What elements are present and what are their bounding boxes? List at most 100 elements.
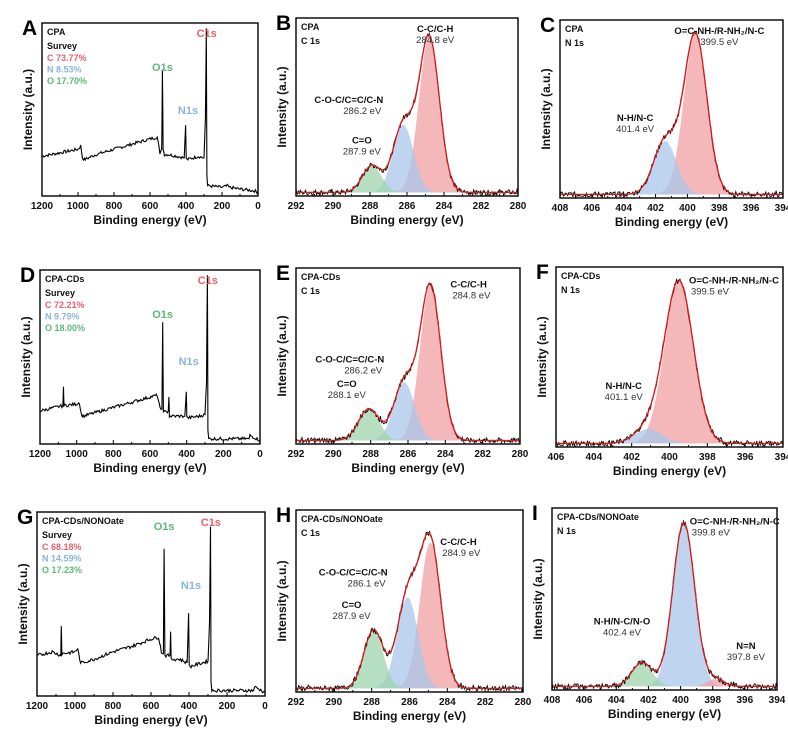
component-energy-2: 397.8 eV — [727, 652, 766, 663]
x-tick-label: 800 — [106, 201, 123, 212]
region-label: C 1s — [301, 36, 320, 46]
component-name-1: N-H/N-C/N-O — [594, 617, 650, 628]
x-tick-label: 402 — [647, 203, 664, 214]
x-tick-label: 398 — [711, 203, 728, 214]
component-energy-0: 284.9 eV — [442, 548, 481, 559]
x-tick-label: 408 — [552, 203, 569, 214]
plot-area — [296, 31, 518, 196]
x-tick-label: 400 — [181, 701, 198, 712]
x-axis-title: Binding energy (eV) — [351, 461, 464, 475]
component-name-0: O=C-NH-/R-NH₂/N-C — [689, 275, 779, 286]
x-tick-label: 284 — [439, 697, 456, 708]
composition-n: N 8.53% — [47, 65, 82, 75]
x-axis-title: Binding energy (eV) — [93, 461, 206, 475]
component-energy-0: 399.5 eV — [700, 37, 739, 48]
x-tick-label: 400 — [178, 201, 195, 212]
sample-label: CPA-CDs — [45, 274, 84, 284]
plot-area — [560, 30, 783, 198]
component-name-0: C-C/C-H — [417, 24, 454, 35]
x-tick-label: 0 — [255, 201, 261, 212]
panel-letter: F — [536, 261, 549, 284]
component-1 — [556, 429, 783, 444]
component-energy-0: 399.8 eV — [692, 528, 731, 539]
composition-o: O 17.70% — [47, 76, 87, 86]
x-tick-label: 280 — [510, 201, 527, 212]
component-name-0: C-C/C-H — [450, 280, 487, 291]
y-axis-title: Intensity (a.u.) — [531, 558, 545, 639]
x-tick-label: 398 — [699, 452, 716, 463]
composition-n: N 14.59% — [42, 554, 82, 564]
x-tick-label: 284 — [437, 449, 454, 460]
x-tick-label: 0 — [257, 449, 263, 460]
x-tick-label: 396 — [737, 452, 754, 463]
component-name-2: C=O — [342, 600, 362, 611]
plot-area — [552, 520, 777, 690]
plot-area — [296, 531, 523, 692]
component-1 — [296, 124, 518, 193]
panel-letter: H — [276, 504, 291, 527]
y-axis-title: Intensity (a.u.) — [21, 69, 35, 150]
plot-area — [556, 277, 783, 447]
plot-area — [42, 28, 258, 195]
x-tick-label: 282 — [474, 449, 491, 460]
region-label: N 1s — [565, 38, 584, 48]
x-tick-label: 200 — [219, 701, 236, 712]
component-energy-1: 402.4 eV — [603, 628, 642, 639]
x-tick-label: 396 — [737, 695, 754, 706]
component-name-1: C-O-C/C=C/C-N — [319, 567, 388, 578]
component-energy-1: 286.1 eV — [348, 578, 387, 589]
panel-G: C1s O1s N1s C 68.18% N 14.59%O 17.23% CPA-CDs… — [16, 506, 268, 727]
x-tick-label: 1200 — [26, 701, 49, 712]
region-label: C 1s — [301, 528, 320, 538]
x-tick-label: 288 — [363, 697, 380, 708]
composition-c: C 73.77% — [47, 53, 87, 63]
x-axis-title: Binding energy (eV) — [353, 709, 466, 723]
component-energy-1: 286.2 eV — [344, 365, 383, 376]
panel-letter: A — [22, 17, 37, 40]
y-axis-title: Intensity (a.u.) — [16, 563, 30, 644]
x-tick-label: 408 — [544, 695, 561, 706]
region-label: N 1s — [561, 285, 580, 295]
panel-letter: G — [17, 506, 33, 529]
x-tick-label: 800 — [105, 449, 122, 460]
component-name-0: C-C/C-H — [440, 537, 477, 548]
x-tick-label: 394 — [769, 695, 786, 706]
x-tick-label: 402 — [623, 452, 640, 463]
x-tick-label: 200 — [214, 201, 231, 212]
plot-area — [40, 275, 260, 442]
x-tick-label: 396 — [743, 203, 760, 214]
fit-envelope-line — [560, 31, 783, 196]
component-energy-1: 286.2 eV — [343, 106, 382, 117]
x-tick-label: 286 — [400, 449, 417, 460]
x-tick-label: 404 — [608, 695, 625, 706]
x-tick-label: 280 — [515, 697, 532, 708]
x-tick-label: 600 — [143, 701, 160, 712]
x-axis-title: Binding energy (eV) — [613, 464, 726, 478]
survey-spectrum-line — [42, 28, 258, 195]
x-tick-label: 286 — [401, 697, 418, 708]
x-tick-label: 1000 — [67, 201, 90, 212]
component-energy-2: 287.9 eV — [343, 147, 382, 158]
panel-D: C1s O1s N1s C 72.21% N 9.79%O 18.00% CPA-CDs S… — [19, 264, 263, 475]
component-name-2: N=N — [736, 641, 755, 652]
region-label: Survey — [42, 530, 72, 540]
region-label: C 1s — [301, 286, 320, 296]
peak-label-o1s: O1s — [152, 62, 173, 74]
survey-spectrum-line — [40, 275, 260, 442]
x-tick-label: 600 — [142, 201, 159, 212]
y-axis-title: Intensity (a.u.) — [539, 68, 553, 149]
x-tick-label: 406 — [548, 452, 565, 463]
composition-o: O 17.23% — [42, 565, 82, 575]
sample-label: CPA-CDs — [301, 272, 340, 282]
sample-label: CPA-CDs/NONOate — [301, 514, 383, 524]
x-tick-label: 406 — [576, 695, 593, 706]
x-axis-title: Binding energy (eV) — [350, 213, 463, 227]
plot-area — [37, 526, 265, 694]
y-axis-title: Intensity (a.u.) — [275, 560, 289, 641]
region-label: Survey — [45, 288, 75, 298]
x-tick-label: 402 — [640, 695, 657, 706]
x-tick-label: 1200 — [29, 449, 52, 460]
x-tick-label: 286 — [399, 201, 416, 212]
